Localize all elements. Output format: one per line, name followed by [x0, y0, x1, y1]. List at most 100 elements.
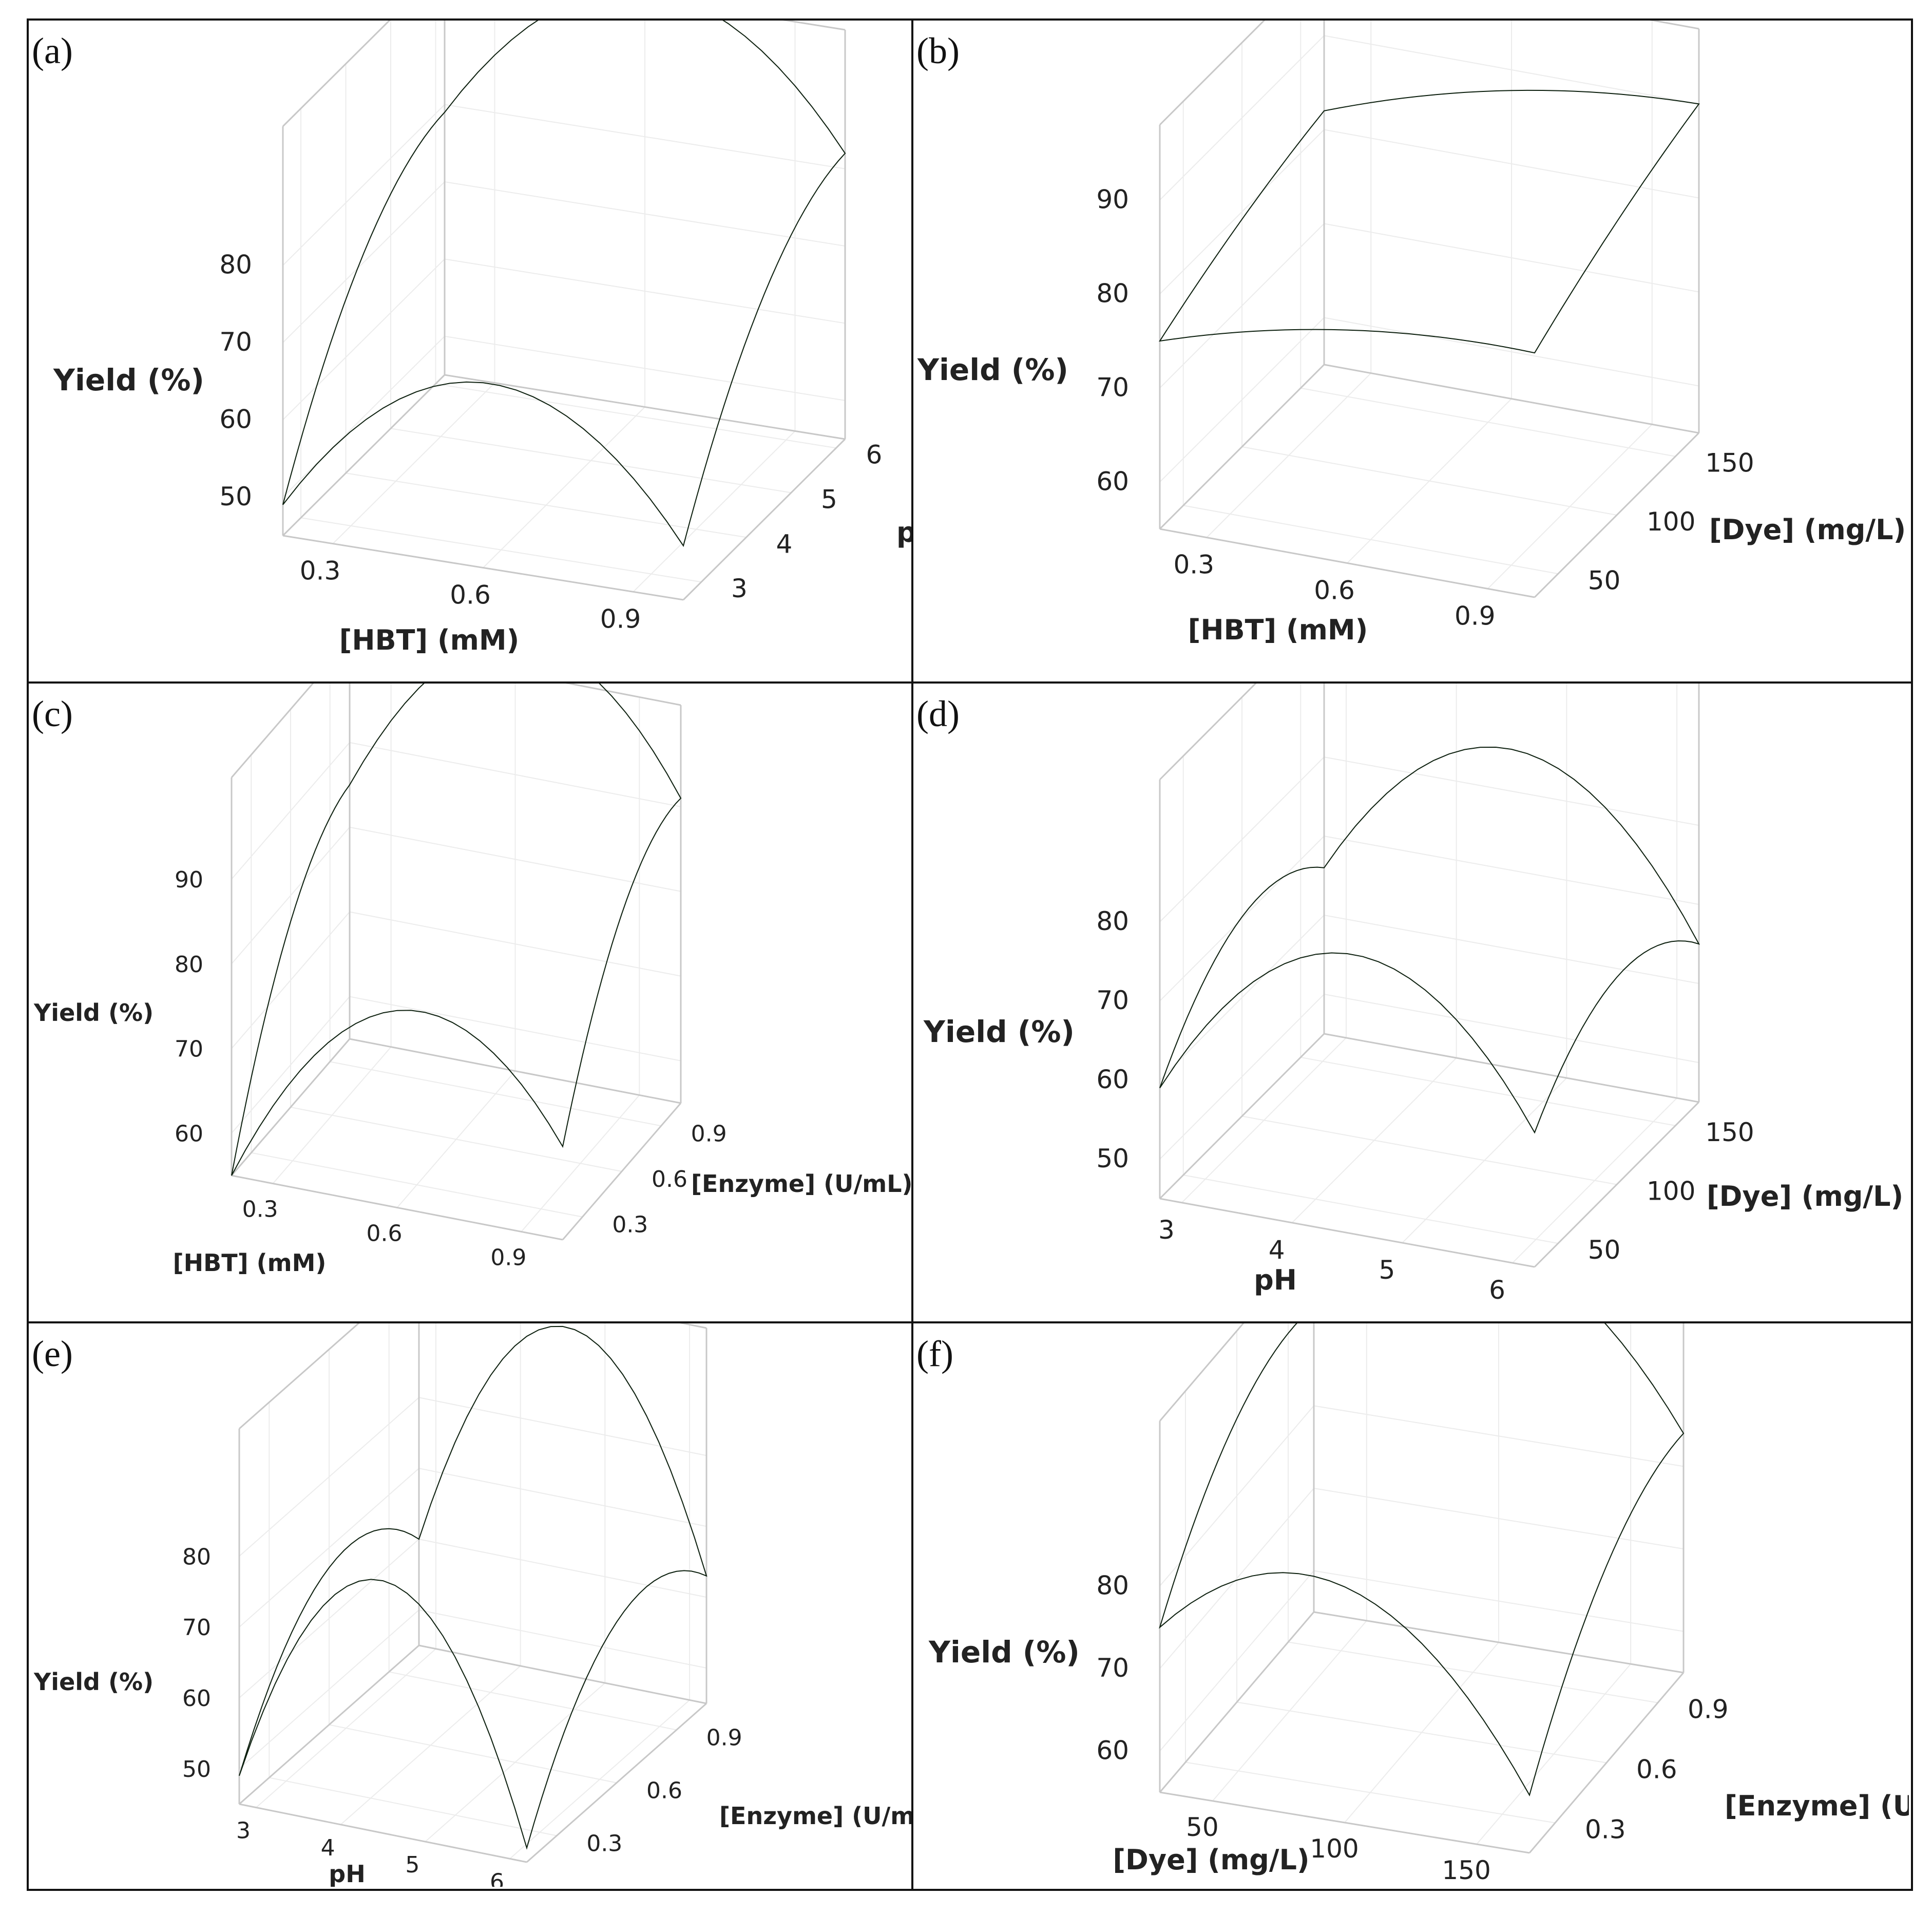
panel-a: 50 60 70 80 0.3 0.6 0.9 3 4 5 6 Yield (%) [HBT] (mM)… — [29, 21, 913, 684]
panel-label-a: (a) — [32, 30, 73, 71]
gridline — [282, 104, 445, 266]
box-edge — [282, 374, 446, 537]
z-axis-title: Yield (%) — [917, 352, 1068, 387]
axis-box — [1159, 1323, 1685, 1854]
surface-plot-d: 50 60 70 80 3 4 5 6 50 100 150 Yield (%) pH [Dye] (mg… — [923, 684, 1903, 1305]
x-axis-title: [HBT] (mM) — [173, 1249, 327, 1277]
z-tick-label: 70 — [1096, 1653, 1129, 1683]
x-axis-title: pH — [329, 1860, 365, 1887]
z-tick-label: 70 — [175, 1036, 203, 1063]
panel-label-e: (e) — [32, 1333, 73, 1374]
y-axis-title: [Dye] (mg/L) — [1707, 1180, 1903, 1212]
x-tick-label: 100 — [1310, 1834, 1359, 1864]
gridline — [1241, 446, 1617, 516]
x-axis-title: [Dye] (mg/L) — [1113, 1844, 1309, 1876]
surface-plot-b: 60 70 80 90 0.3 0.6 0.9 50 100 150 Yield (%) [HBT] … — [917, 21, 1906, 646]
x-tick-label: 0.9 — [490, 1244, 526, 1271]
z-tick-label: 80 — [1096, 278, 1129, 308]
y-tick-label: 50 — [1588, 565, 1621, 595]
y-tick-label: 0.3 — [586, 1831, 622, 1857]
gridline — [251, 1152, 583, 1218]
gridline — [389, 1671, 677, 1731]
z-axis-title: Yield (%) — [53, 363, 204, 397]
z-tick-label: 70 — [1096, 372, 1129, 402]
gridline — [1185, 1761, 1556, 1824]
x-tick-label: 0.3 — [242, 1197, 278, 1223]
x-tick-label: 0.3 — [1173, 550, 1214, 580]
response-surface — [282, 21, 846, 547]
box-edge — [679, 1323, 707, 1329]
box-edge — [231, 684, 314, 778]
gridline — [418, 1397, 707, 1456]
x-tick-label: 5 — [405, 1852, 419, 1878]
box-edge — [565, 684, 681, 706]
box-edge — [349, 1038, 681, 1104]
panel-d: 50 60 70 80 3 4 5 6 50 100 150 Yield (%) pH [Dye] (mg… — [913, 684, 1911, 1323]
box-edge — [231, 1038, 351, 1176]
panel-label-d: (d) — [916, 693, 960, 734]
z-axis-title: Yield (%) — [33, 999, 154, 1027]
y-axis-title: [Enzyme] (U/mL) — [691, 1170, 911, 1198]
z-tick-label: 90 — [175, 867, 203, 893]
panel-c: 60 70 80 90 0.3 0.6 0.9 0.3 0.6 0.9 Yield (%) [HBT]… — [29, 684, 913, 1323]
gridline — [1241, 1115, 1617, 1185]
response-surface — [239, 1325, 707, 1850]
panel-label-b: (b) — [916, 30, 960, 71]
box-edge — [1159, 21, 1266, 126]
gridline — [282, 258, 445, 421]
box-edge — [1159, 364, 1325, 530]
gridline — [1183, 505, 1558, 575]
panel-e: 50 60 70 80 3 4 5 6 0.3 0.6 0.9 Yield (%) pH [Enzyme]… — [29, 1323, 913, 1889]
x-tick-label: 0.6 — [1314, 576, 1355, 605]
x-tick-label: 0.9 — [600, 604, 641, 634]
gridline — [390, 428, 792, 494]
y-tick-label: 0.9 — [706, 1725, 742, 1751]
x-axis-title: pH — [1254, 1264, 1297, 1296]
box-edge — [1159, 1791, 1530, 1854]
box-edge — [418, 1644, 707, 1704]
x-tick-label: 5 — [1379, 1255, 1395, 1285]
z-axis-title: Yield (%) — [923, 1014, 1075, 1049]
box-edge — [1159, 1323, 1245, 1422]
box-edge — [1159, 1033, 1325, 1200]
y-tick-label: 4 — [776, 529, 793, 559]
response-surface — [231, 684, 682, 1176]
y-tick-label: 5 — [821, 484, 837, 514]
box-edge — [526, 1702, 707, 1863]
z-tick-label: 60 — [219, 404, 252, 434]
box-edge — [239, 1803, 527, 1863]
z-tick-label: 60 — [1096, 1065, 1129, 1094]
gridline — [282, 336, 445, 498]
x-tick-label: 3 — [1158, 1215, 1175, 1245]
x-tick-label: 4 — [321, 1835, 335, 1861]
y-tick-label: 0.6 — [1636, 1755, 1677, 1785]
box-edge — [1159, 1198, 1535, 1268]
z-tick-label: 60 — [175, 1121, 203, 1147]
z-tick-label: 50 — [219, 482, 252, 511]
box-edge — [1528, 1672, 1685, 1853]
box-edge — [682, 438, 846, 601]
panel-label-c: (c) — [32, 693, 73, 734]
box-edge — [239, 1323, 360, 1430]
x-tick-label: 3 — [236, 1818, 251, 1844]
box-edge — [562, 1103, 682, 1240]
y-tick-label: 100 — [1647, 1177, 1695, 1206]
box-edge — [1159, 1612, 1315, 1793]
box-edge — [1534, 1101, 1700, 1268]
axis-box — [1159, 21, 1700, 598]
box-edge — [1159, 684, 1257, 781]
y-tick-label: 3 — [731, 574, 748, 603]
gridline — [290, 1107, 622, 1172]
response-surface — [1159, 1323, 1685, 1797]
z-tick-label: 80 — [182, 1544, 211, 1570]
z-tick-label: 70 — [182, 1615, 211, 1641]
gridline — [1324, 994, 1699, 1064]
z-tick-label: 90 — [1096, 184, 1129, 214]
panel-label-f: (f) — [916, 1333, 953, 1374]
panel-f: 60 70 80 50 100 150 0.3 0.6 0.9 Yield (%) [Dye] (m… — [913, 1323, 1911, 1889]
axis-box — [238, 1323, 707, 1863]
box-edge — [1534, 432, 1700, 598]
z-tick-label: 80 — [1096, 1570, 1129, 1600]
x-axis-title: [HBT] (mM) — [1188, 614, 1368, 646]
